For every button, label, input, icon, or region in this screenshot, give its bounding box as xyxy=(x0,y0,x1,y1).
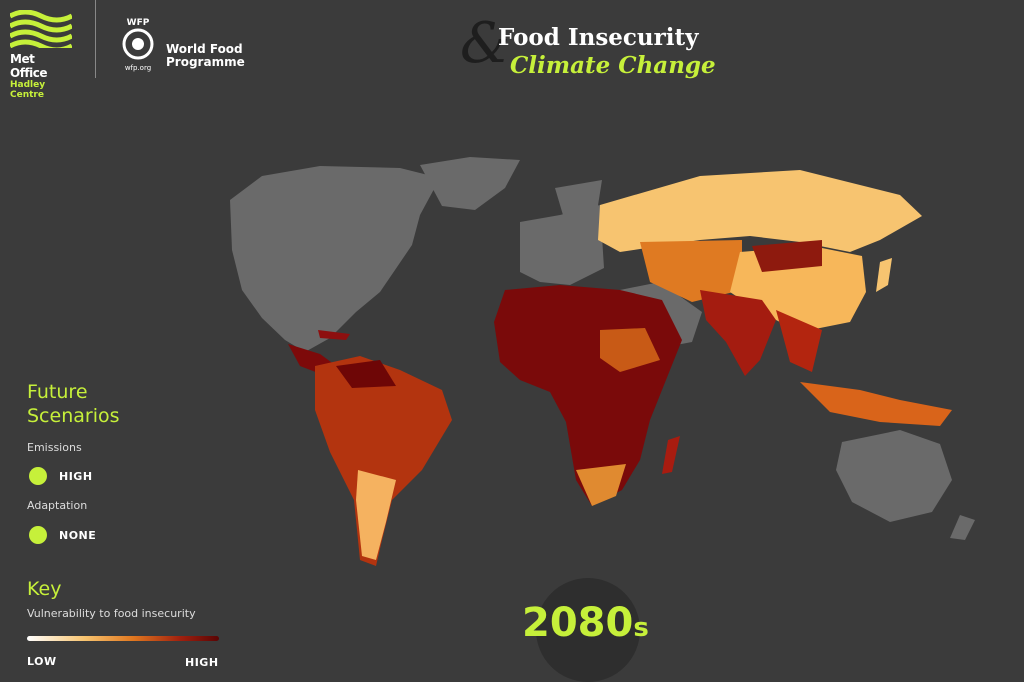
south-america xyxy=(315,356,452,566)
emissions-radio[interactable] xyxy=(29,466,47,485)
madagascar xyxy=(662,436,680,474)
scandinavia xyxy=(555,180,602,232)
key-low: LOW xyxy=(27,655,57,668)
venezuela xyxy=(336,360,396,388)
title-ampersand: & xyxy=(460,11,510,76)
mongolia xyxy=(752,240,822,272)
period[interactable]: 2080s xyxy=(522,600,649,646)
adaptation-radio[interactable] xyxy=(29,525,47,544)
emissions-option[interactable]: HIGH xyxy=(29,465,93,485)
emissions-value[interactable]: HIGH xyxy=(59,470,93,483)
emissions-label: Emissions xyxy=(27,441,82,454)
wfp-url: wfp.org xyxy=(124,64,152,72)
key-high: HIGH xyxy=(185,656,219,669)
wfp-name-line2: Programme xyxy=(166,55,245,69)
wfp-name: World Food Programme xyxy=(166,43,245,69)
australia xyxy=(836,430,952,522)
period-suffix[interactable]: s xyxy=(633,613,649,643)
adaptation-label: Adaptation xyxy=(27,499,88,512)
greenland xyxy=(420,157,520,210)
new-zealand xyxy=(950,515,975,540)
southeast-asia xyxy=(776,310,822,372)
indonesia xyxy=(800,382,952,426)
europe xyxy=(520,205,604,285)
key-gradient xyxy=(27,636,219,641)
east-africa xyxy=(600,328,660,372)
argentina xyxy=(356,470,396,560)
wfp-wreath xyxy=(122,28,154,60)
title-line1: Food Insecurity xyxy=(498,24,699,51)
met-office-waves xyxy=(8,9,74,53)
key-title: Key xyxy=(27,578,62,600)
wfp-emblem: WFP wfp.org xyxy=(113,18,163,72)
wfp-name-line1: World Food xyxy=(166,42,243,56)
caribbean xyxy=(318,330,350,340)
key-description: Vulnerability to food insecurity xyxy=(27,607,196,620)
southern-africa xyxy=(576,464,626,506)
adaptation-option[interactable]: NONE xyxy=(29,524,96,544)
adaptation-value[interactable]: NONE xyxy=(59,529,97,542)
india xyxy=(700,290,776,376)
central-asia xyxy=(640,240,742,302)
wfp-acronym: WFP xyxy=(126,18,150,28)
period-decade[interactable]: 2080 xyxy=(522,600,634,646)
period-selector[interactable] xyxy=(536,578,640,682)
met-office-name: Met Office xyxy=(10,52,48,80)
title-line2: Climate Change xyxy=(510,52,716,79)
japan xyxy=(876,258,892,292)
met-office-logo: Met Office Hadley Centre xyxy=(8,9,74,100)
met-office-subtitle: Hadley Centre xyxy=(10,80,46,100)
scenarios-title: Future Scenarios xyxy=(27,381,120,427)
title: Food Insecurity Climate Change xyxy=(498,24,716,80)
russia xyxy=(598,170,922,252)
north-america xyxy=(230,166,440,352)
divider xyxy=(95,0,96,78)
